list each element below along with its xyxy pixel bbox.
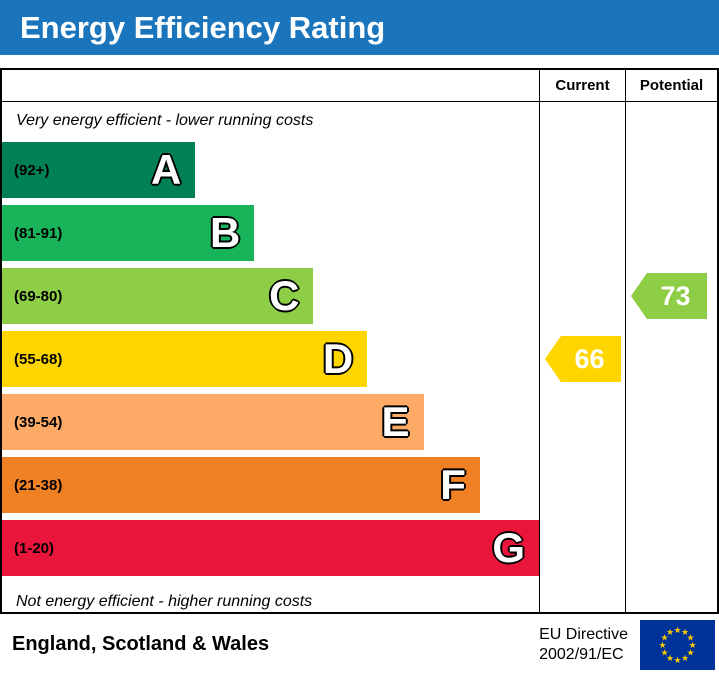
- band-range-label: (1-20): [14, 539, 55, 557]
- band-range-label: (69-80): [14, 287, 63, 305]
- eu-directive-line2: 2002/91/EC: [539, 645, 624, 663]
- chart-header-row: Current Potential: [2, 70, 717, 102]
- svg-text:★: ★: [687, 633, 695, 643]
- energy-rating-chart: Current Potential Very energy efficient …: [0, 68, 719, 614]
- band-bar-f: (21-38) F: [2, 457, 480, 513]
- band-range-label: (81-91): [14, 224, 63, 242]
- current-rating-value: 66: [574, 343, 605, 374]
- eu-directive-label: EU Directive 2002/91/EC: [539, 625, 628, 665]
- band-letter: D: [322, 335, 354, 382]
- eu-flag-icon: ★ ★ ★ ★ ★ ★ ★ ★ ★ ★ ★ ★: [640, 619, 715, 670]
- page-title: Energy Efficiency Rating: [0, 0, 719, 55]
- bands-column: Very energy efficient - lower running co…: [2, 102, 539, 612]
- current-rating-column: 66: [539, 102, 625, 612]
- svg-text:★: ★: [661, 648, 669, 658]
- svg-text:★: ★: [666, 654, 674, 664]
- svg-text:★: ★: [674, 626, 682, 636]
- potential-column-header: Potential: [625, 70, 717, 101]
- region-label: England, Scotland & Wales: [12, 633, 270, 655]
- current-rating-pointer: 66: [545, 336, 621, 382]
- band-range-label: (39-54): [14, 413, 63, 431]
- chart-header-spacer: [2, 70, 539, 101]
- svg-text:★: ★: [681, 654, 689, 664]
- band-letter: B: [210, 209, 241, 256]
- note-not-efficient: Not energy efficient - higher running co…: [16, 593, 313, 610]
- current-column-header: Current: [539, 70, 625, 101]
- svg-text:★: ★: [687, 648, 695, 658]
- eu-directive-line1: EU Directive: [539, 625, 628, 643]
- band-letter: E: [381, 398, 410, 445]
- band-bar-e: (39-54) E: [2, 394, 424, 450]
- band-bar-b: (81-91) B: [2, 205, 255, 261]
- band-bar-d: (55-68) D: [2, 331, 368, 387]
- svg-text:★: ★: [689, 641, 697, 651]
- band-letter: F: [440, 461, 466, 508]
- band-bar-g: (1-20) G: [2, 520, 539, 576]
- note-very-efficient: Very energy efficient - lower running co…: [16, 112, 314, 129]
- potential-rating-column: 73: [625, 102, 717, 612]
- svg-text:★: ★: [681, 628, 689, 638]
- potential-rating-value: 73: [660, 280, 691, 311]
- svg-text:★: ★: [661, 633, 669, 643]
- svg-text:★: ★: [674, 656, 682, 666]
- band-range-label: (92+): [14, 161, 50, 179]
- band-letter: G: [492, 524, 525, 571]
- band-letter: A: [150, 146, 182, 193]
- band-bar-c: (69-80) C: [2, 268, 314, 324]
- chart-body: Very energy efficient - lower running co…: [2, 102, 717, 612]
- chart-footer: England, Scotland & Wales EU Directive 2…: [0, 614, 719, 675]
- band-bar-a: (92+) A: [2, 142, 196, 198]
- band-range-label: (21-38): [14, 476, 63, 494]
- svg-text:★: ★: [659, 641, 667, 651]
- svg-text:★: ★: [666, 628, 674, 638]
- directive-block: EU Directive 2002/91/EC ★ ★ ★ ★ ★ ★ ★ ★ …: [539, 619, 715, 670]
- band-letter: C: [269, 272, 300, 319]
- potential-rating-pointer: 73: [631, 273, 707, 319]
- band-range-label: (55-68): [14, 350, 63, 368]
